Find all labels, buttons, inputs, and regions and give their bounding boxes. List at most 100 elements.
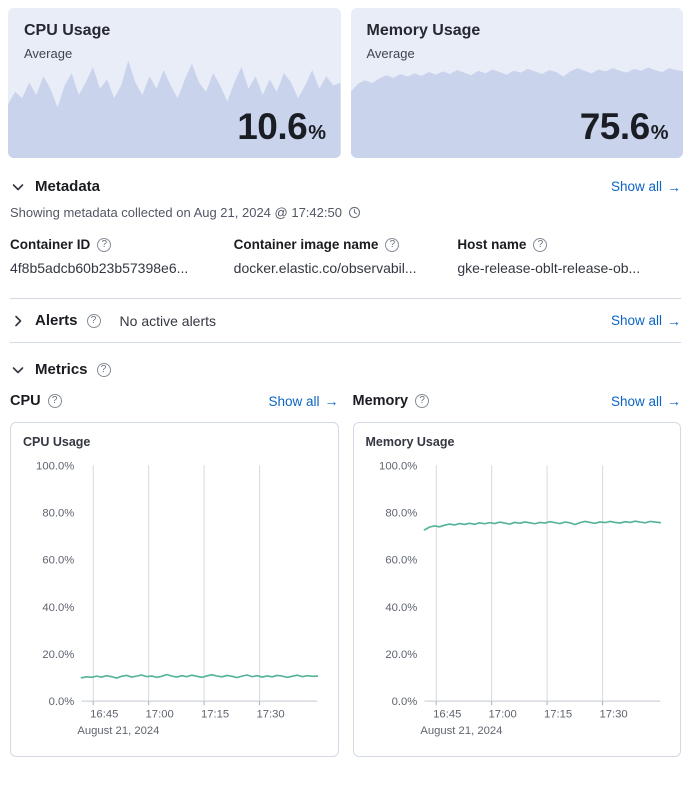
question-icon[interactable]: ? (385, 237, 400, 252)
metadata-show-all-link[interactable]: Show all → (611, 179, 681, 195)
chart-title: Memory Usage (365, 435, 455, 449)
svg-text:0.0%: 0.0% (391, 696, 417, 708)
section-title-metrics: Metrics (35, 361, 88, 378)
question-icon[interactable]: ? (47, 394, 62, 408)
details-sections: Metadata Show all → Showing metadata coll… (0, 178, 691, 773)
arrow-right-icon: → (667, 312, 681, 329)
svg-text:60.0%: 60.0% (385, 555, 417, 567)
kpi-card-cpu: CPU Usage Average 10.6% (8, 8, 341, 158)
svg-text:40.0%: 40.0% (385, 602, 417, 614)
metric-group-cpu: CPU? Show all → (10, 393, 339, 409)
kpi-value: 10.6% (237, 106, 326, 148)
memory-trend-sparkline (350, 8, 683, 158)
divider (10, 342, 681, 343)
kpi-value-unit: % (308, 122, 326, 144)
svg-text:16:45: 16:45 (433, 709, 461, 721)
kpi-value: 75.6% (579, 106, 669, 148)
cpu-usage-line-chart: 16:45 17:00 17:15 17:30 0.0% 20.0% 40.0% 60.0% 8… (23, 453, 326, 750)
divider (10, 298, 681, 299)
memory-show-all-link[interactable]: Show all → (611, 393, 681, 409)
field-label-text: Host name (457, 237, 527, 252)
metric-group-headers: CPU? Show all → Memory? Show all → (10, 393, 681, 409)
alerts-show-all-link[interactable]: Show all → (611, 313, 681, 329)
chevron-down-icon[interactable] (10, 362, 26, 378)
kpi-card-header: Memory Usage Average (351, 8, 684, 61)
arrow-right-icon: → (667, 178, 681, 195)
clock-icon (348, 206, 361, 219)
question-icon[interactable]: ? (96, 362, 111, 377)
svg-text:17:30: 17:30 (256, 709, 284, 721)
svg-text:17:15: 17:15 (544, 709, 572, 721)
field-value: docker.elastic.co/observabil... (233, 260, 417, 276)
metadata-collected-text: Showing metadata collected on Aug 21, 20… (10, 205, 342, 220)
svg-text:100.0%: 100.0% (36, 460, 74, 472)
svg-text:August 21, 2024: August 21, 2024 (420, 725, 502, 737)
show-all-label: Show all (610, 179, 662, 194)
memory-usage-line-chart: 16:45 17:00 17:15 17:30 0.0% 20.0% 40.0% 60.0% 8… (366, 453, 669, 750)
svg-text:80.0%: 80.0% (385, 508, 417, 520)
metadata-field-container-id: Container ID? 4f8b5adcb60b23b57398e6... (10, 237, 234, 276)
svg-text:100.0%: 100.0% (379, 460, 417, 472)
question-icon[interactable]: ? (415, 394, 430, 408)
question-icon[interactable]: ? (533, 237, 548, 252)
svg-text:17:15: 17:15 (201, 709, 229, 721)
kpi-value-number: 75.6 (579, 106, 651, 147)
field-label-text: Container ID (10, 237, 91, 252)
field-value: 4f8b5adcb60b23b57398e6... (10, 260, 189, 276)
svg-text:80.0%: 80.0% (42, 508, 74, 520)
arrow-right-icon: → (324, 393, 339, 409)
field-label: Container ID? (10, 237, 234, 252)
section-title-alerts: Alerts (35, 312, 78, 329)
svg-text:0.0%: 0.0% (49, 696, 75, 708)
kpi-value-unit: % (650, 122, 669, 144)
svg-text:17:00: 17:00 (146, 709, 174, 721)
field-label-text: Container image name (233, 237, 379, 252)
kpi-title: Memory Usage (366, 22, 481, 39)
question-icon[interactable]: ? (86, 313, 101, 328)
chevron-right-icon[interactable] (10, 313, 26, 329)
metrics-accordion-toggle[interactable]: Metrics ? (10, 361, 111, 378)
svg-text:16:45: 16:45 (90, 709, 118, 721)
metadata-field-container-image-name: Container image name? docker.elastic.co/… (234, 237, 458, 276)
metadata-section-header: Metadata Show all → (10, 178, 681, 195)
metadata-collected-text-row: Showing metadata collected on Aug 21, 20… (10, 205, 681, 220)
svg-text:40.0%: 40.0% (42, 602, 74, 614)
chart-panel-memory: Memory Usage 16:45 17:00 17:15 17:30 0.0% 20.… (352, 422, 681, 758)
svg-text:20.0%: 20.0% (42, 649, 74, 661)
kpi-card-header: CPU Usage Average (8, 8, 341, 61)
question-icon[interactable]: ? (97, 237, 112, 252)
field-value: gke-release-oblt-release-ob... (457, 260, 641, 276)
kpi-card-memory: Memory Usage Average 75.6% (350, 8, 684, 158)
metadata-field-host-name: Host name? gke-release-oblt-release-ob..… (457, 237, 681, 276)
kpi-value-number: 10.6 (237, 106, 308, 147)
svg-text:August 21, 2024: August 21, 2024 (77, 725, 159, 737)
kpi-title: CPU Usage (24, 22, 111, 39)
metric-group-label: Memory? (353, 393, 430, 409)
metadata-accordion-toggle[interactable]: Metadata (10, 178, 100, 195)
show-all-label: Show all (610, 313, 662, 328)
kpi-cards-row: CPU Usage Average 10.6% Memory Usage Ave… (0, 0, 691, 158)
chevron-down-icon[interactable] (10, 179, 26, 195)
metric-group-memory: Memory? Show all → (353, 393, 682, 409)
section-title-metadata: Metadata (35, 178, 101, 195)
arrow-right-icon: → (667, 393, 681, 409)
chart-title: CPU Usage (23, 435, 91, 449)
alerts-status-text: No active alerts (119, 312, 217, 329)
svg-text:17:30: 17:30 (599, 709, 627, 721)
metric-group-label-text: Memory (352, 393, 409, 409)
cpu-trend-sparkline (8, 8, 341, 158)
alerts-section-header: Alerts ? No active alerts Show all → (10, 299, 681, 342)
kpi-subtitle: Average (366, 46, 415, 61)
cpu-show-all-link[interactable]: Show all → (268, 393, 338, 409)
metric-group-label-text: CPU (10, 393, 41, 409)
kpi-subtitle: Average (24, 46, 73, 61)
svg-text:20.0%: 20.0% (385, 649, 417, 661)
field-label: Container image name? (234, 237, 458, 252)
alerts-accordion-toggle[interactable]: Alerts ? No active alerts (10, 312, 216, 329)
show-all-label: Show all (268, 393, 320, 409)
chart-panel-cpu: CPU Usage 16:45 17:00 17:15 17:30 0.0% 20.0% 4… (10, 422, 339, 758)
svg-text:17:00: 17:00 (488, 709, 516, 721)
metadata-fields-grid: Container ID? 4f8b5adcb60b23b57398e6... … (10, 237, 681, 298)
metrics-section-header: Metrics ? (10, 361, 681, 378)
field-label: Host name? (457, 237, 681, 252)
